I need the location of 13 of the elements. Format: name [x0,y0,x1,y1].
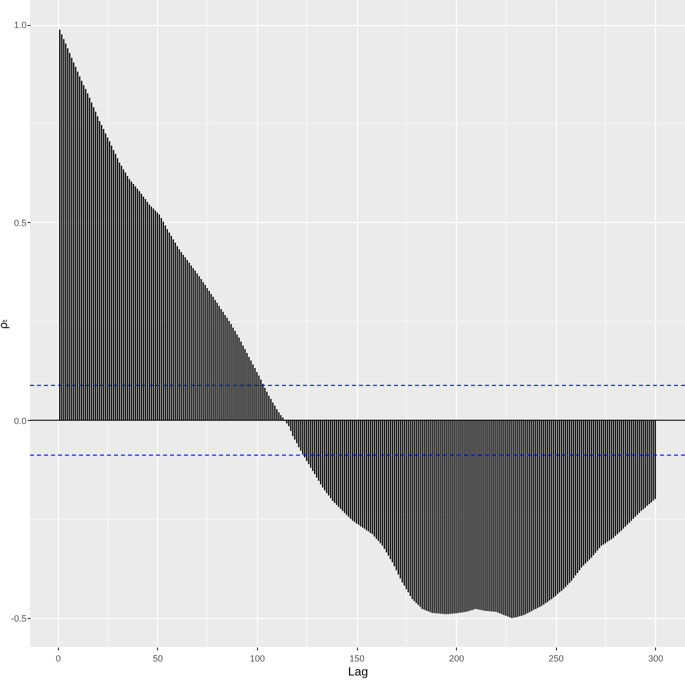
y-axis-title: ρₜ [0,318,10,330]
y-tick-label: 0.5 [14,218,26,228]
x-tick-label: 250 [548,654,564,664]
x-tick-label: 50 [152,654,163,664]
y-tick-label: 1.0 [14,20,26,30]
y-tick-label: 0.0 [14,416,26,426]
x-tick-label: 300 [648,654,664,664]
x-tick-label: 100 [250,654,265,664]
x-tick-label: 0 [56,654,61,664]
x-axis-title: Lag [348,664,368,678]
x-tick-label: 150 [349,654,365,664]
y-tick-label: -0.5 [10,614,26,624]
x-tick-label: 200 [449,654,464,664]
